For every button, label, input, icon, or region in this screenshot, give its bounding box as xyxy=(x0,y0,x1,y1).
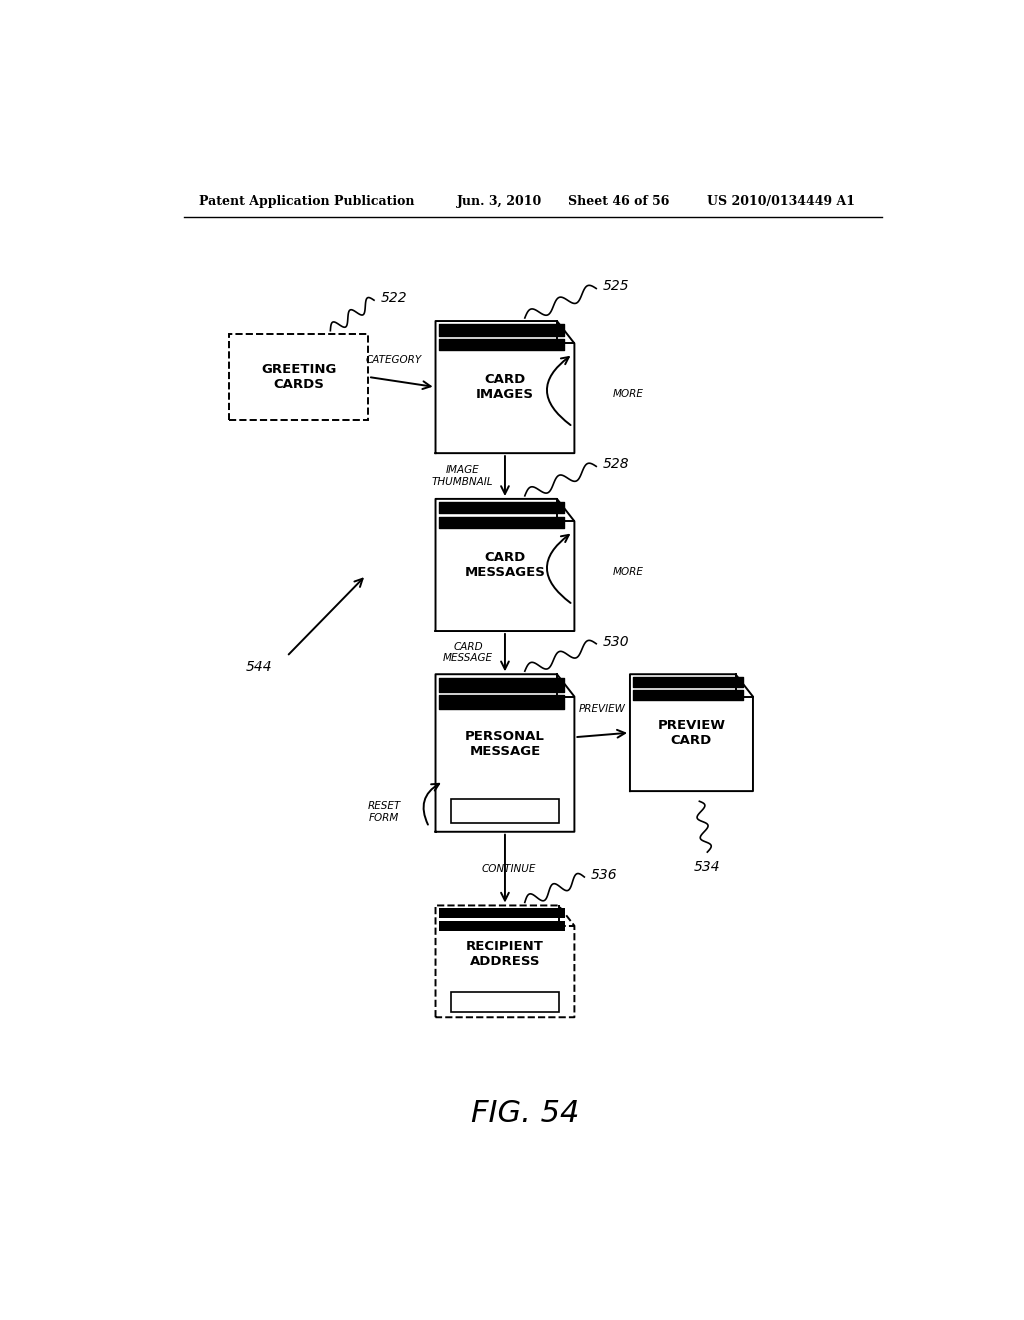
Text: IMAGE
THUMBNAIL: IMAGE THUMBNAIL xyxy=(431,465,494,487)
Text: 530: 530 xyxy=(602,635,629,648)
Bar xyxy=(438,921,565,931)
Polygon shape xyxy=(630,675,753,791)
Text: US 2010/0134449 A1: US 2010/0134449 A1 xyxy=(708,194,855,207)
Text: Patent Application Publication: Patent Application Publication xyxy=(200,194,415,207)
Text: RECIPIENT
ADDRESS: RECIPIENT ADDRESS xyxy=(466,940,544,968)
Polygon shape xyxy=(435,675,574,832)
Text: 525: 525 xyxy=(602,280,629,293)
Text: GREETING
CARDS: GREETING CARDS xyxy=(261,363,336,391)
Bar xyxy=(229,334,368,420)
Text: MORE: MORE xyxy=(612,388,643,399)
Text: FIG. 54: FIG. 54 xyxy=(471,1100,579,1129)
Text: CONTINUE: CONTINUE xyxy=(481,863,537,874)
Text: 522: 522 xyxy=(380,292,407,305)
Text: CARD
MESSAGE: CARD MESSAGE xyxy=(443,642,494,664)
Text: 544: 544 xyxy=(246,660,272,673)
Text: PREVIEW
CARD: PREVIEW CARD xyxy=(657,718,725,747)
Text: 536: 536 xyxy=(591,869,617,882)
Polygon shape xyxy=(435,499,574,631)
Polygon shape xyxy=(435,906,574,1018)
Polygon shape xyxy=(435,321,574,453)
Text: CATEGORY: CATEGORY xyxy=(366,355,422,364)
Bar xyxy=(451,991,559,1011)
Text: CARD
IMAGES: CARD IMAGES xyxy=(476,374,534,401)
Text: PREVIEW: PREVIEW xyxy=(579,705,626,714)
Text: RESET
FORM: RESET FORM xyxy=(368,801,400,822)
Text: Jun. 3, 2010: Jun. 3, 2010 xyxy=(458,194,543,207)
Text: 528: 528 xyxy=(602,457,629,471)
Bar xyxy=(451,799,559,824)
Bar xyxy=(438,908,565,919)
Text: MORE: MORE xyxy=(612,566,643,577)
Text: CARD
MESSAGES: CARD MESSAGES xyxy=(465,550,546,579)
Text: Sheet 46 of 56: Sheet 46 of 56 xyxy=(568,194,670,207)
Text: PERSONAL
MESSAGE: PERSONAL MESSAGE xyxy=(465,730,545,758)
Text: 534: 534 xyxy=(694,861,721,874)
